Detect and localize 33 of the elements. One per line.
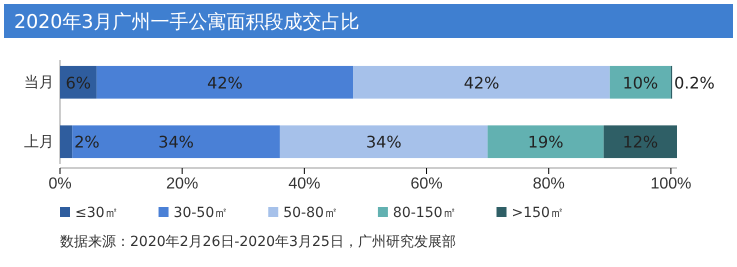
x-tick-label: 80% xyxy=(532,175,565,192)
data-label: 42% xyxy=(464,73,500,92)
bar xyxy=(353,66,610,99)
x-tick-label: 40% xyxy=(288,175,320,192)
data-label: 10% xyxy=(622,73,658,92)
bar xyxy=(610,66,671,99)
y-tick-label: 当月 xyxy=(24,74,54,92)
x-tick-label: 20% xyxy=(166,175,198,192)
data-label: 2% xyxy=(74,132,100,152)
bar xyxy=(60,125,72,158)
data-label: 34% xyxy=(158,132,194,152)
data-label: 42% xyxy=(207,73,243,92)
data-label: 0.2% xyxy=(674,73,715,92)
legend-label: 80-150㎡ xyxy=(392,205,457,221)
x-tick-label: 60% xyxy=(410,175,443,192)
chart-title: 2020年3月广州一手公寓面积段成交占比 xyxy=(14,11,360,33)
bar xyxy=(72,125,280,158)
data-label: 12% xyxy=(622,132,658,152)
bar xyxy=(488,125,604,158)
y-tick-label: 上月 xyxy=(24,134,54,151)
bar xyxy=(280,125,488,158)
legend-label: 50-80㎡ xyxy=(283,205,338,221)
x-tick-label: 0% xyxy=(48,175,72,192)
x-tick-label: 100% xyxy=(650,175,692,192)
data-label: 6% xyxy=(66,73,92,92)
legend-label: 30-50㎡ xyxy=(174,205,228,221)
source-note: 数据来源：2020年2月26日-2020年3月25日，广州研究发展部 xyxy=(60,234,456,250)
bar xyxy=(96,66,354,99)
data-label: 19% xyxy=(528,132,564,152)
legend-label: >150㎡ xyxy=(512,205,564,221)
bar xyxy=(604,125,677,158)
data-label: 34% xyxy=(366,132,402,152)
legend-label: ≤30㎡ xyxy=(75,205,119,221)
